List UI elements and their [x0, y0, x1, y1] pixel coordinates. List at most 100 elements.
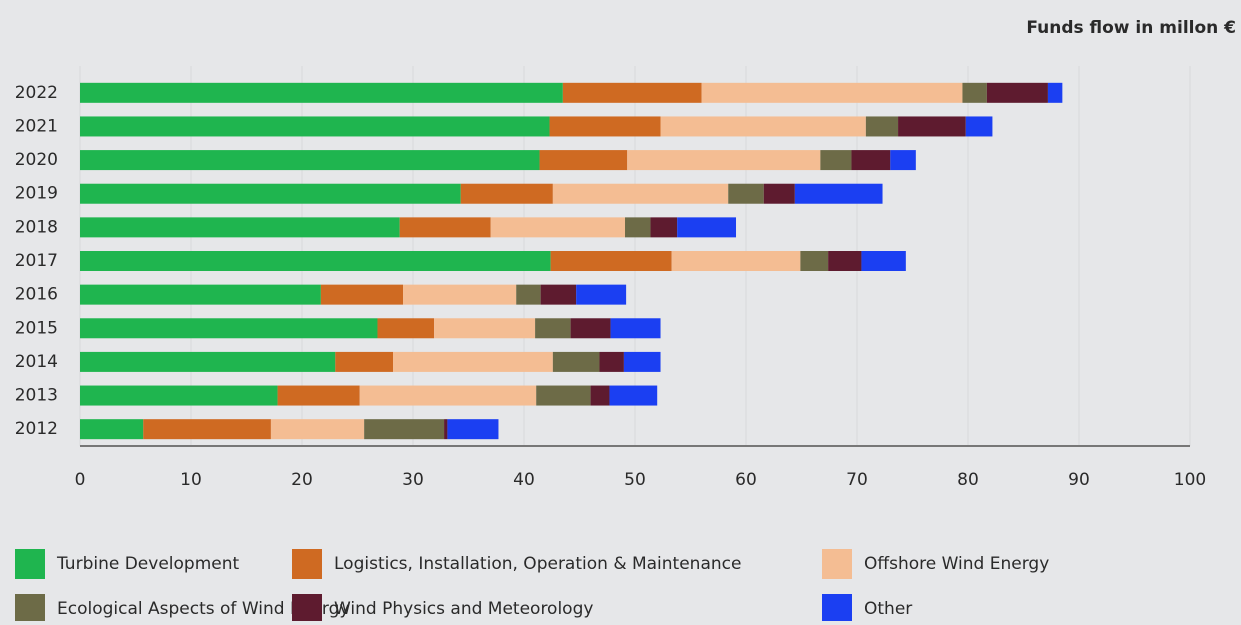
bar-segment: [80, 419, 144, 440]
bar-segment: [364, 419, 445, 440]
bar-segment: [80, 217, 400, 238]
bar-segment: [552, 351, 600, 372]
legend-label: Other: [864, 599, 912, 619]
bar-segment: [728, 183, 764, 204]
x-tick-label: 70: [846, 470, 868, 490]
bar-segment: [562, 82, 702, 103]
bar-segment: [828, 251, 862, 271]
bar-segment: [335, 351, 394, 372]
bar-segment: [800, 251, 829, 271]
y-tick-label: 2012: [15, 419, 58, 439]
bar-segment: [576, 284, 627, 305]
bar-segment: [490, 217, 626, 238]
x-tick-label: 10: [180, 470, 202, 490]
bar-segment: [80, 385, 278, 406]
bar-segment: [444, 419, 448, 440]
bar-segment: [898, 116, 966, 137]
legend-swatch: [292, 594, 322, 624]
y-tick-label: 2014: [15, 352, 58, 372]
bar-segment: [80, 150, 540, 171]
bar-segment: [536, 385, 591, 406]
y-tick-label: 2013: [15, 386, 58, 406]
bar-segment: [763, 183, 795, 204]
bar-segment: [80, 284, 321, 305]
legend-label: Turbine Development: [56, 554, 239, 574]
bar-segment: [623, 351, 661, 372]
x-tick-label: 0: [75, 470, 86, 490]
y-tick-label: 2021: [15, 116, 58, 136]
bar-segment: [677, 217, 737, 238]
bar-segment: [570, 318, 611, 339]
x-tick-label: 20: [291, 470, 313, 490]
legend-swatch: [15, 549, 45, 579]
bar-segment: [80, 183, 461, 204]
x-tick-label: 100: [1174, 470, 1206, 490]
bar-segment: [535, 318, 571, 339]
bar-segment: [447, 419, 499, 440]
legend-swatch: [822, 594, 852, 624]
y-tick-label: 2019: [15, 184, 58, 204]
y-tick-label: 2015: [15, 318, 58, 338]
bar-segment: [962, 82, 987, 103]
bar-segment: [359, 385, 537, 406]
legend-label: Logistics, Installation, Operation & Mai…: [334, 554, 741, 574]
bar-segment: [609, 385, 658, 406]
bar-segment: [277, 385, 360, 406]
y-tick-label: 2018: [15, 217, 58, 237]
y-tick-label: 2020: [15, 150, 58, 170]
legend-swatch: [822, 549, 852, 579]
bar-segment: [377, 318, 435, 339]
bar-segment: [80, 82, 563, 103]
legend-swatch: [292, 549, 322, 579]
bar-segment: [671, 251, 801, 271]
bar-segment: [865, 116, 899, 137]
bar-segment: [610, 318, 661, 339]
bar-segment: [539, 150, 628, 171]
legend-swatch: [15, 594, 45, 624]
y-tick-label: 2017: [15, 251, 58, 271]
legend-label: Ecological Aspects of Wind Energy: [57, 599, 349, 619]
bar-segment: [820, 150, 852, 171]
bar-segment: [516, 284, 541, 305]
bar-segment: [549, 116, 661, 137]
bar-segment: [660, 116, 866, 137]
bar-segment: [434, 318, 536, 339]
x-tick-label: 50: [624, 470, 646, 490]
x-tick-label: 30: [402, 470, 424, 490]
y-tick-label: 2016: [15, 285, 58, 305]
bar-segment: [393, 351, 553, 372]
bar-segment: [80, 116, 550, 137]
bar-segment: [599, 351, 624, 372]
bar-segment: [540, 284, 577, 305]
legend-label: Offshore Wind Energy: [864, 554, 1049, 574]
bar-segment: [627, 150, 821, 171]
bar-segment: [550, 251, 672, 271]
bar-segment: [270, 419, 365, 440]
bar-segment: [851, 150, 891, 171]
bar-segment: [650, 217, 678, 238]
bar-segment: [80, 318, 378, 339]
bar-segment: [1047, 82, 1063, 103]
y-tick-label: 2022: [15, 83, 58, 103]
bar-segment: [403, 284, 517, 305]
x-tick-label: 40: [513, 470, 535, 490]
x-tick-label: 90: [1068, 470, 1090, 490]
bar-segment: [460, 183, 553, 204]
axis-label: Funds flow in millon €: [1026, 18, 1236, 38]
bar-segment: [701, 82, 963, 103]
bar-segment: [890, 150, 916, 171]
bar-segment: [986, 82, 1048, 103]
bar-segment: [80, 351, 336, 372]
x-tick-label: 60: [735, 470, 757, 490]
bar-segment: [794, 183, 883, 204]
x-tick-label: 80: [957, 470, 979, 490]
bar-segment: [143, 419, 271, 440]
bar-segment: [80, 251, 551, 271]
bar-segment: [552, 183, 729, 204]
legend-label: Wind Physics and Meteorology: [334, 599, 593, 619]
bar-segment: [399, 217, 491, 238]
bar-segment: [625, 217, 651, 238]
bar-segment: [590, 385, 610, 406]
bar-segment: [861, 251, 906, 271]
